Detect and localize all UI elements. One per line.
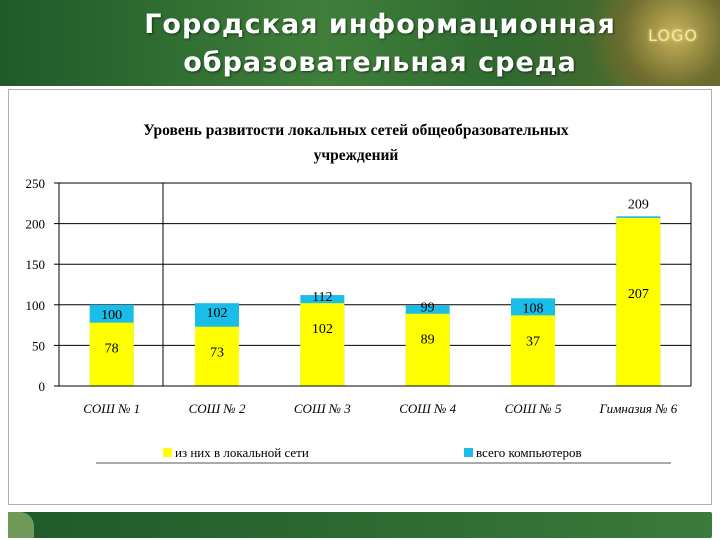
chart-frame: Уровень развитости локальных сетей общео… bbox=[8, 89, 712, 505]
slide-title-line2: образовательная среда bbox=[183, 47, 577, 78]
legend-swatch-local-network bbox=[163, 448, 172, 457]
x-tick-label: СОШ № 2 bbox=[189, 401, 246, 416]
footer-bar bbox=[8, 512, 712, 538]
chart-title-line2: учреждений bbox=[314, 147, 399, 164]
legend-label-local-network: из них в локальной сети bbox=[175, 445, 309, 460]
y-tick-label: 0 bbox=[39, 379, 46, 394]
y-tick-label: 200 bbox=[26, 217, 46, 232]
header-decoration bbox=[570, 0, 720, 86]
bar-local-network bbox=[89, 322, 134, 386]
chart-title-line1: Уровень развитости локальных сетей общео… bbox=[143, 122, 569, 139]
data-label-total-computers: 100 bbox=[101, 308, 122, 323]
slide-title: Городская информационная образовательная… bbox=[100, 6, 660, 82]
x-tick-label: СОШ № 3 bbox=[294, 401, 351, 416]
data-label-local-network: 207 bbox=[628, 287, 649, 302]
data-label-total-computers: 99 bbox=[421, 301, 435, 316]
y-tick-label: 100 bbox=[26, 298, 46, 313]
bar-local-network bbox=[511, 315, 555, 386]
slide-title-line1: Городская информационная bbox=[144, 9, 616, 40]
data-label-total-computers: 112 bbox=[312, 290, 332, 305]
bar-chart: Уровень развитости локальных сетей общео… bbox=[26, 122, 692, 464]
x-tick-label: Гимназия № 6 bbox=[598, 401, 677, 416]
footer-tab bbox=[8, 512, 34, 538]
data-label-local-network: 89 bbox=[421, 333, 435, 348]
data-label-total-computers: 209 bbox=[628, 197, 649, 212]
y-tick-label: 150 bbox=[26, 257, 46, 272]
y-tick-label: 250 bbox=[26, 176, 46, 191]
slide-header: Городская информационная образовательная… bbox=[0, 0, 720, 86]
bar-local-network bbox=[616, 217, 661, 386]
data-label-local-network: 78 bbox=[105, 342, 119, 357]
data-label-total-computers: 102 bbox=[207, 306, 228, 321]
data-label-total-computers: 108 bbox=[523, 301, 544, 316]
data-label-local-network: 73 bbox=[210, 346, 224, 361]
legend-swatch-total-computers bbox=[464, 448, 473, 457]
y-tick-label: 50 bbox=[32, 338, 45, 353]
x-tick-label: СОШ № 1 bbox=[83, 401, 140, 416]
logo: LOGO bbox=[648, 26, 698, 45]
data-label-local-network: 37 bbox=[526, 334, 540, 349]
bar-local-network bbox=[405, 313, 450, 386]
bar-local-network bbox=[195, 326, 239, 386]
bar-local-network bbox=[300, 303, 345, 386]
x-tick-label: СОШ № 4 bbox=[399, 401, 456, 416]
data-label-local-network: 102 bbox=[312, 322, 333, 337]
x-tick-label: СОШ № 5 bbox=[505, 401, 562, 416]
legend-label-total-computers: всего компьютеров bbox=[476, 445, 582, 460]
